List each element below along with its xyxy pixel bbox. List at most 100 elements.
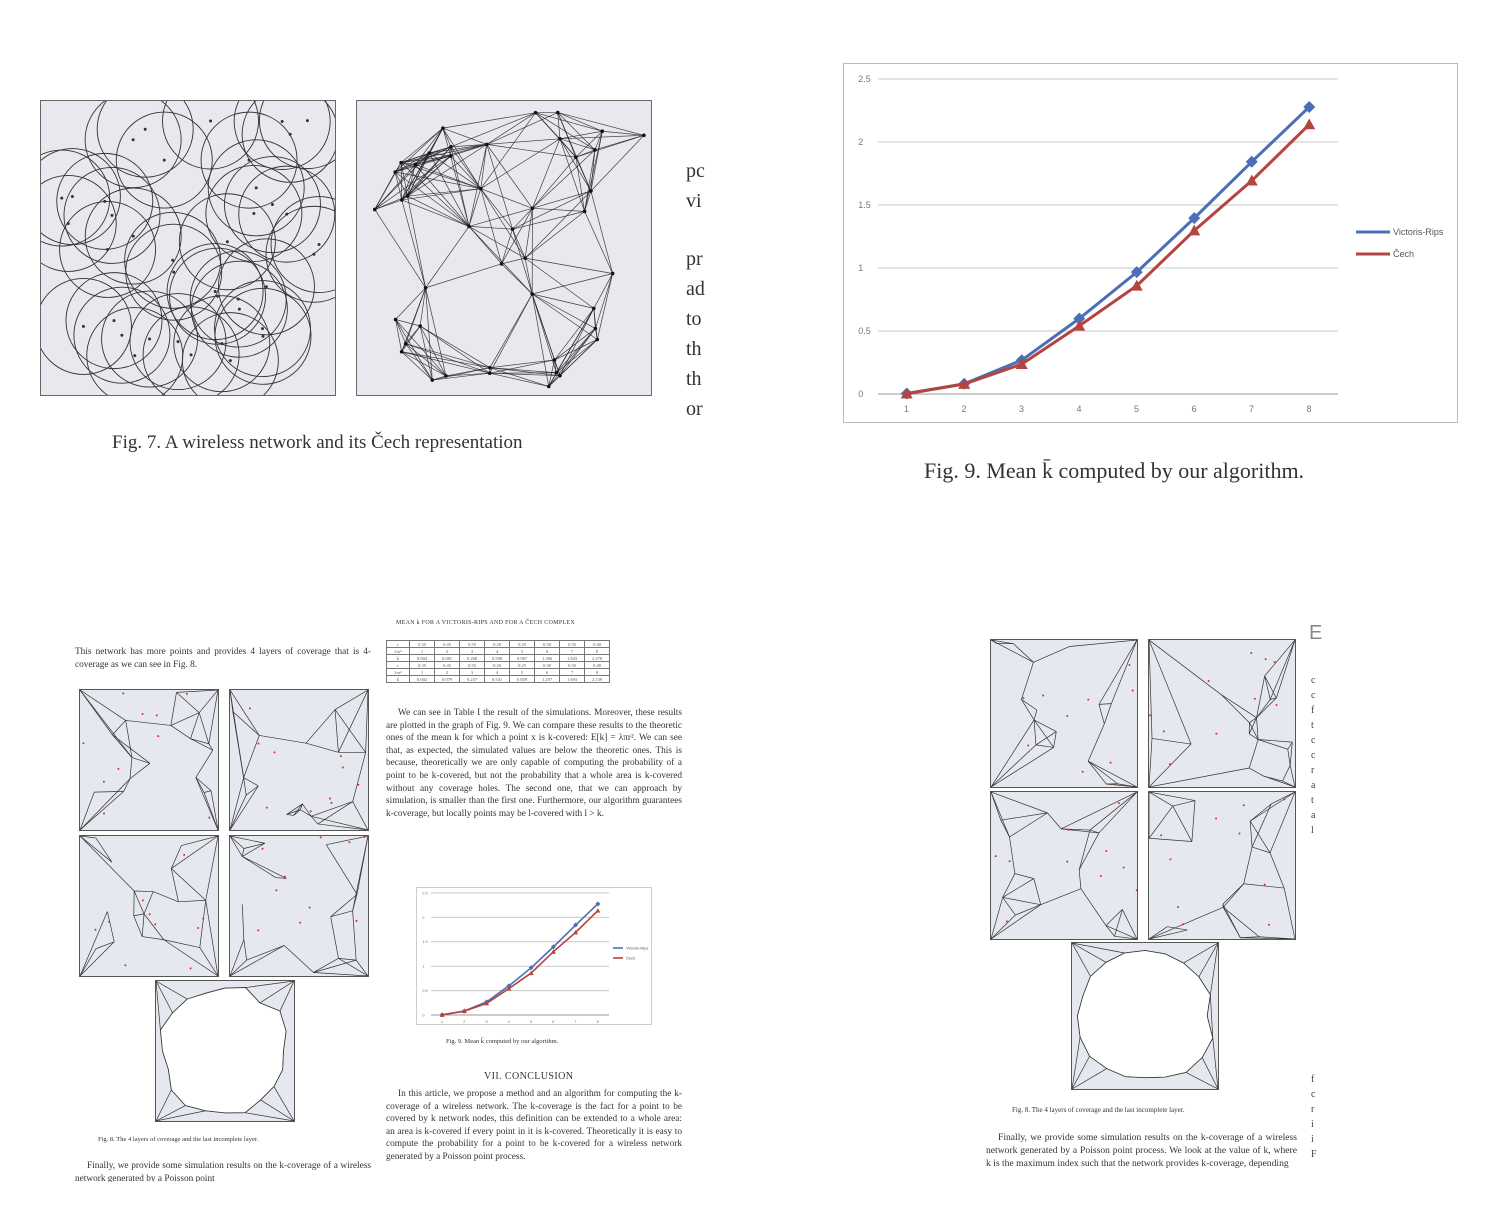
- complex-edge: [401, 199, 426, 288]
- uncovered-point: [1162, 730, 1165, 733]
- network-node: [593, 326, 598, 331]
- complex-edge: [575, 157, 585, 212]
- complex-edge: [532, 149, 596, 209]
- mesh-edge: [1033, 709, 1038, 721]
- coverage-disk: [56, 152, 154, 250]
- uncovered-point: [309, 810, 312, 813]
- uncovered-point: [202, 917, 205, 920]
- mesh-edge: [338, 957, 357, 961]
- network-node: [510, 227, 515, 231]
- mesh-edge: [1106, 783, 1137, 787]
- mesh-edge: [1021, 662, 1034, 700]
- mesh-edge: [112, 720, 126, 735]
- mesh-edge: [1209, 943, 1218, 995]
- complex-edge: [450, 144, 487, 148]
- incomplete-layer: [155, 980, 295, 1122]
- network-node: [478, 186, 483, 191]
- mesh-edge: [317, 823, 368, 830]
- mesh-edge: [134, 890, 154, 892]
- complex-edge: [401, 199, 470, 227]
- complex-edge: [532, 293, 594, 309]
- coverage-disk: [65, 272, 163, 370]
- mesh-edge: [1015, 904, 1041, 916]
- mesh-edge: [210, 790, 218, 830]
- mesh-edge: [1191, 800, 1196, 842]
- mesh-edge: [1151, 738, 1192, 745]
- network-node: [393, 317, 398, 322]
- complex-edge: [524, 257, 595, 309]
- text-fragment: r: [1311, 765, 1315, 776]
- mesh-edge: [80, 791, 95, 830]
- mesh-edge: [1061, 828, 1100, 834]
- data-point: [1245, 174, 1258, 186]
- mesh-edge: [245, 785, 259, 796]
- table-cell: 3: [459, 647, 485, 655]
- network-node: [254, 186, 258, 190]
- coverage-disk: [178, 193, 276, 291]
- mesh-edge: [95, 837, 113, 863]
- mesh-edge: [133, 890, 145, 915]
- mesh-edge: [176, 690, 218, 693]
- uncovered-point: [208, 816, 211, 819]
- mesh-edge: [143, 913, 165, 940]
- network-node: [449, 145, 453, 149]
- complex-edge: [584, 149, 596, 212]
- complex-edge: [486, 144, 576, 158]
- complex-edge: [445, 372, 490, 377]
- mesh-edge: [1251, 846, 1271, 854]
- mesh-edge: [1283, 887, 1295, 939]
- complex-edge: [395, 319, 402, 352]
- mesh-edge: [311, 815, 368, 830]
- coverage-disk: [265, 205, 335, 303]
- text-fragment: c: [1311, 675, 1316, 686]
- table-cell: λπr²: [386, 647, 410, 655]
- mesh-edge: [1256, 699, 1271, 718]
- complex-edge: [486, 112, 558, 145]
- mesh-edge: [141, 913, 145, 937]
- mesh-edge: [195, 777, 205, 793]
- mesh-edge: [259, 981, 294, 1004]
- mesh-edge: [143, 891, 154, 915]
- mesh-edge: [156, 981, 173, 1014]
- uncovered-point: [82, 742, 85, 745]
- mesh-edge: [230, 836, 265, 844]
- fig7-disk-network: [40, 100, 336, 396]
- coverage-disk: [59, 201, 157, 298]
- network-node: [176, 340, 180, 344]
- data-point: [958, 378, 971, 389]
- complex-edge: [405, 343, 433, 381]
- mesh-edge: [1287, 749, 1291, 766]
- table-row: λπr² 1 2 3 4 5 6 7 8: [386, 668, 610, 676]
- mesh-edge: [190, 738, 209, 745]
- mesh-edge: [991, 792, 1048, 814]
- complex-edge: [559, 308, 595, 376]
- mesh-edge: [1021, 699, 1035, 721]
- mesh-edge: [170, 868, 179, 902]
- coverage-disk: [238, 165, 335, 263]
- complex-edge: [400, 162, 403, 200]
- complex-edge: [512, 211, 585, 230]
- network-node: [70, 195, 74, 199]
- mesh-edge: [317, 801, 353, 825]
- complex-edge: [405, 343, 490, 374]
- complex-edge: [429, 144, 487, 154]
- table-cell: 2: [434, 647, 460, 655]
- network-node: [131, 138, 135, 142]
- mesh-edge: [190, 738, 213, 751]
- complex-edge: [374, 155, 451, 210]
- complex-edge: [401, 162, 481, 189]
- table-row: k̄ 0.004 0.081 0.268 0.598 0.967 1.396 1.843 2.2…: [386, 654, 610, 662]
- network-node: [228, 359, 232, 363]
- complex-edge: [480, 188, 502, 264]
- complex-edge: [559, 138, 592, 192]
- x-tick-label: 2: [962, 404, 967, 414]
- mesh-edge: [129, 757, 133, 779]
- data-point: [506, 986, 512, 991]
- mesh-edge: [279, 981, 294, 1012]
- text-fragment: i: [1311, 1119, 1314, 1130]
- table-cell: 0.20: [484, 661, 510, 669]
- coverage-disk: [41, 175, 117, 272]
- complex-edge: [559, 134, 644, 140]
- mesh-edge: [133, 915, 143, 937]
- complex-edge: [395, 287, 426, 320]
